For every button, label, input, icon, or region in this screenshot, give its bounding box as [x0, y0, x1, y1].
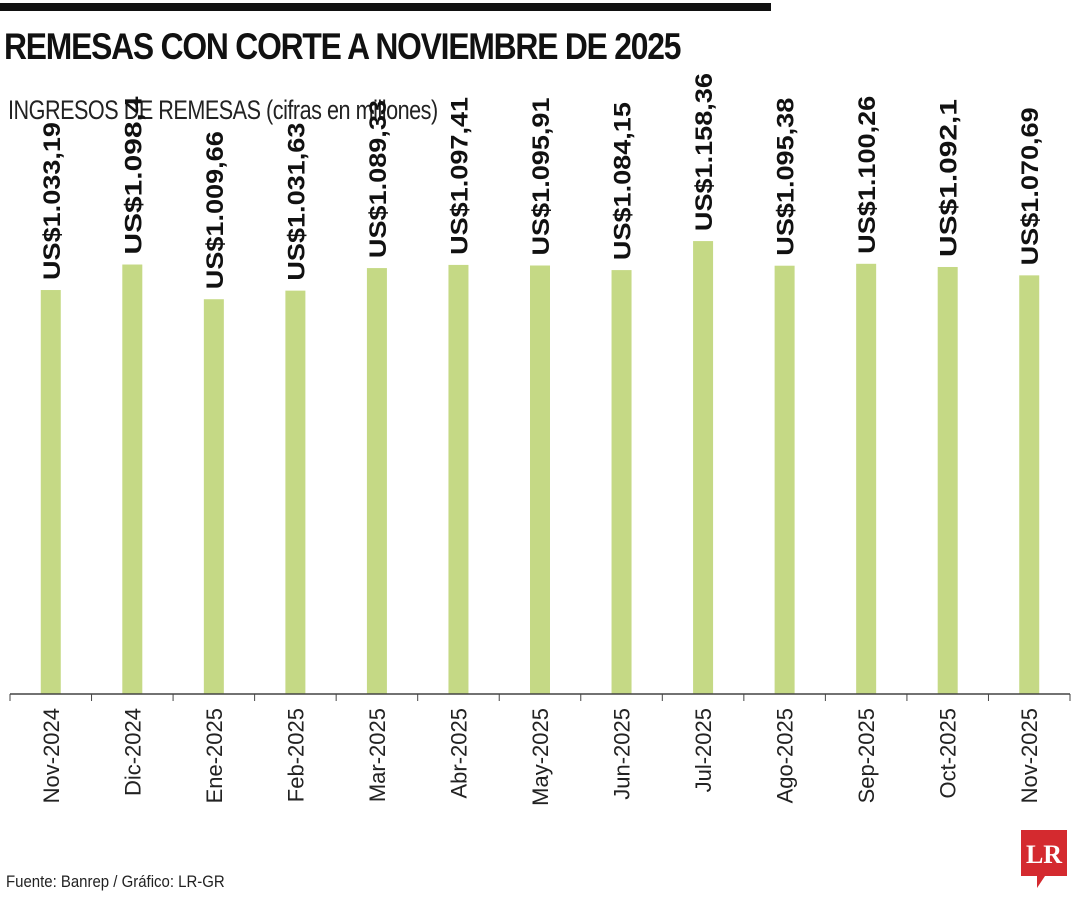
bar-nov-2025 — [1019, 275, 1040, 694]
value-label: US$1.031,63 — [283, 123, 310, 281]
bar-jun-2025 — [611, 270, 632, 694]
x-tick-label: Feb-2025 — [283, 708, 308, 802]
bar-mar-2025 — [366, 268, 387, 694]
value-label: US$1.092,1 — [936, 99, 963, 257]
value-label: US$1.009,66 — [202, 131, 229, 289]
value-label: US$1.084,15 — [610, 102, 637, 260]
x-tick-label: Sep-2025 — [854, 708, 879, 803]
bar-may-2025 — [530, 265, 550, 694]
bar-ago-2025 — [774, 265, 795, 694]
x-tick-label: Nov-2025 — [1017, 708, 1042, 803]
x-tick-label: Jul-2025 — [691, 708, 716, 792]
x-tick-label: Jun-2025 — [610, 708, 635, 800]
value-label: US$1.100,26 — [854, 96, 881, 254]
x-tick-label: Dic-2024 — [120, 708, 145, 796]
x-tick-label: Ago-2025 — [773, 708, 798, 803]
bar-abr-2025 — [448, 264, 469, 694]
x-tick-label: Ene-2025 — [202, 708, 227, 803]
x-tick-label: Abr-2025 — [446, 708, 471, 799]
x-tick-label: Nov-2024 — [39, 708, 64, 803]
top-rule — [0, 3, 771, 11]
value-label: US$1.095,91 — [528, 97, 555, 255]
chart-title: REMESAS CON CORTE A NOVIEMBRE DE 2025 — [4, 26, 681, 67]
bar-jul-2025 — [693, 241, 714, 694]
tick-labels-layer: Nov-2024 Dic-2024 Ene-2025 Feb-2025 Mar-2025… — [39, 708, 1042, 806]
value-label: US$1.095,38 — [773, 98, 800, 256]
x-axis — [9, 693, 1071, 701]
chart-subtitle: INGRESOS DE REMESAS (cifras en millones) — [8, 95, 438, 125]
value-label: US$1.097,41 — [446, 97, 473, 255]
bar-nov-2024 — [40, 290, 61, 694]
x-tick-label: Oct-2025 — [936, 708, 961, 799]
value-label: US$1.070,69 — [1017, 107, 1044, 265]
value-label: US$1.158,36 — [691, 73, 718, 231]
x-tick-label: Mar-2025 — [365, 708, 390, 802]
value-label: US$1.033,19 — [39, 122, 66, 280]
lr-logo-text: LR — [1026, 840, 1062, 869]
value-label: US$1.098,4 — [120, 96, 147, 255]
lr-logo-icon: LR — [1021, 830, 1067, 888]
value-label: US$1.089,33 — [365, 100, 392, 258]
bar-sep-2025 — [856, 263, 877, 694]
source-note: Fuente: Banrep / Gráfico: LR-GR — [6, 872, 225, 891]
bar-ene-2025 — [203, 299, 224, 694]
x-tick-label: May-2025 — [528, 708, 553, 806]
bar-dic-2024 — [122, 264, 143, 694]
value-labels-layer: US$1.033,19 US$1.098,4 US$1.009,66 US$1.031… — [39, 73, 1044, 289]
bar-feb-2025 — [285, 290, 306, 694]
bars-layer — [40, 241, 1040, 694]
bar-oct-2025 — [937, 266, 958, 694]
lr-logo-badge — [1021, 830, 1067, 888]
